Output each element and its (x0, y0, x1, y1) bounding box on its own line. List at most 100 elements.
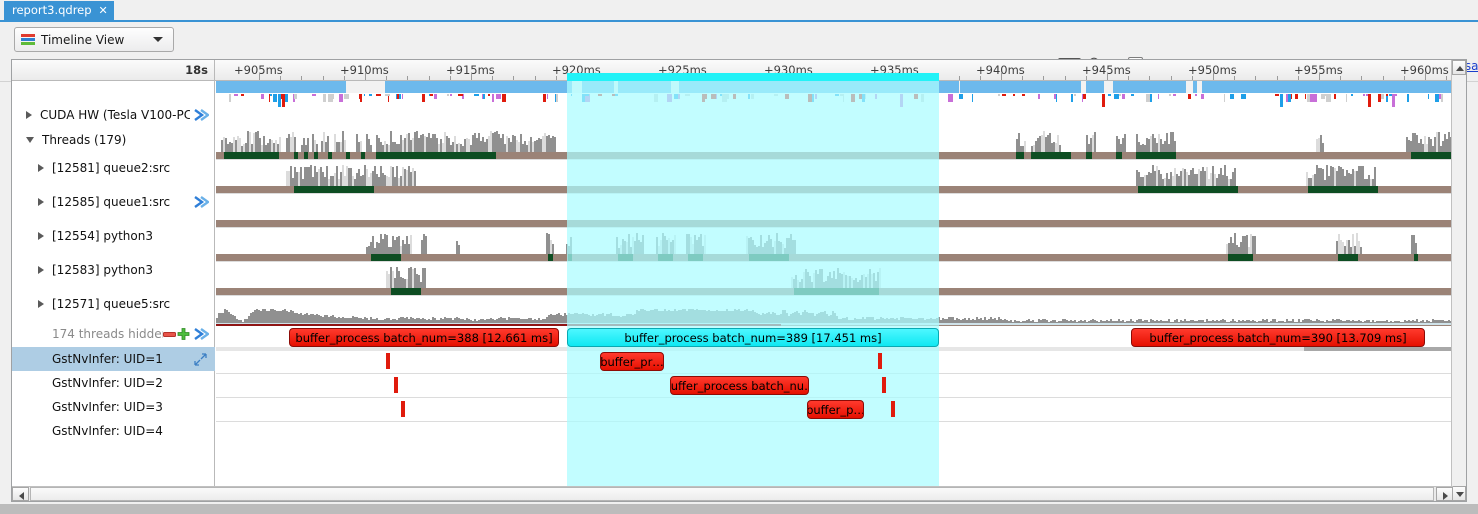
horizontal-scroll-thumb[interactable] (30, 487, 1434, 501)
nvtx-range[interactable]: buffer_pr… (600, 352, 664, 371)
thread-activity-bar (1018, 132, 1020, 152)
row-label-11[interactable]: GstNvInfer: UID=4 (12, 419, 215, 443)
expand-row-icon[interactable] (194, 352, 207, 366)
thread-activity-bar (420, 281, 422, 288)
hidden-threads-bar (1418, 321, 1420, 324)
expander-collapsed-icon[interactable] (26, 111, 32, 119)
thread-activity-bar (1368, 174, 1370, 186)
thread-activity-bar (470, 144, 472, 152)
hidden-threads-bar (1444, 320, 1446, 323)
expander-collapsed-icon[interactable] (38, 232, 44, 240)
jump-next-icon[interactable] (194, 108, 211, 122)
thread-activity-bar (398, 143, 400, 152)
view-selector[interactable]: Timeline View (14, 27, 174, 52)
horizontal-scrollbar[interactable] (12, 486, 1453, 501)
cuda-memory-marker (1147, 94, 1150, 102)
thread-activity-bar (374, 166, 376, 186)
cuda-memory-marker (385, 94, 391, 96)
hidden-threads-bar (1378, 321, 1380, 323)
thread-activity-bar (1342, 242, 1344, 254)
cuda-kernel-segment (1192, 81, 1198, 93)
hidden-threads-bar (390, 319, 392, 324)
hidden-threads-bar (260, 311, 262, 323)
hidden-threads-bar (1024, 320, 1026, 323)
hidden-threads-bar (292, 310, 294, 323)
timeline-tracks[interactable]: buffer_process batch_num=388 [12.661 ms]… (216, 81, 1453, 501)
chevron-down-icon[interactable] (153, 37, 163, 42)
hidden-threads-bar (1304, 319, 1306, 323)
row-label-2[interactable]: [12581] queue2:src (12, 151, 215, 185)
row-label-7[interactable]: 174 threads hidden… (12, 321, 215, 347)
thread-activity-bar (1250, 233, 1252, 254)
hidden-threads-bar (1132, 321, 1134, 323)
thread-activity-bar (472, 134, 474, 152)
expander-collapsed-icon[interactable] (38, 164, 44, 172)
thread-activity-bar (428, 132, 430, 152)
hidden-threads-bar (282, 310, 284, 323)
timeline-ruler[interactable]: 18s +905ms +910ms +915ms +920ms +925ms +930ms… (12, 60, 1466, 81)
nvtx-range[interactable]: buffer_process batch_nu… (670, 376, 809, 395)
nvtx-range[interactable]: buffer_process batch_num=388 [12.661 ms] (289, 328, 559, 347)
os-runtime-green (224, 152, 279, 159)
hidden-threads-bar (1296, 321, 1298, 323)
ruler-minor-tick (492, 76, 494, 80)
row-label-10[interactable]: GstNvInfer: UID=3 (12, 395, 215, 419)
nvtx-instant-marker (891, 401, 895, 417)
thread-activity-bar (1244, 236, 1246, 254)
nvtx-range[interactable]: buffer_process batch_num=390 [13.709 ms] (1131, 328, 1425, 347)
cuda-memory-marker (1406, 94, 1410, 102)
nvtx-range-label: buffer_process batch_nu… (670, 378, 809, 393)
scroll-left-button[interactable] (12, 487, 29, 501)
hidden-threads-bar (388, 318, 390, 323)
thread-activity-bar (290, 165, 292, 186)
expander-collapsed-icon[interactable] (38, 300, 44, 308)
row-label-5[interactable]: [12583] python3 (12, 253, 215, 287)
hidden-threads-bar (1440, 320, 1442, 323)
hidden-threads-bar (434, 317, 436, 323)
remove-icon[interactable] (163, 329, 176, 340)
hidden-threads-bar (1246, 320, 1248, 323)
expander-expanded-icon[interactable] (26, 137, 34, 143)
thread-activity-bar (1222, 175, 1224, 186)
hidden-threads-bar (496, 318, 498, 323)
cuda-memory-marker (811, 94, 814, 102)
cuda-memory-marker (344, 94, 349, 99)
cuda-memory-marker (997, 94, 1001, 96)
thread-activity-bar (532, 141, 534, 152)
uid1-sub-scroll-thumb[interactable] (1304, 347, 1453, 351)
thread-activity-bar (1090, 138, 1092, 152)
jump-next-icon[interactable] (194, 327, 211, 341)
row-label-3[interactable]: [12585] queue1:src (12, 185, 215, 219)
row-label-4[interactable]: [12554] python3 (12, 219, 215, 253)
cuda-memory-marker (312, 94, 317, 96)
close-icon[interactable]: ✕ (98, 4, 108, 17)
hidden-threads-bar (562, 315, 564, 323)
thread-activity-bar (440, 138, 442, 152)
row-label-8[interactable]: GstNvInfer: UID=1 (12, 347, 215, 371)
row-label-1[interactable]: Threads (179) (12, 129, 215, 151)
add-icon[interactable] (177, 327, 190, 341)
thread-activity-bar (1152, 133, 1154, 152)
thread-activity-bar (1188, 175, 1190, 186)
expander-collapsed-icon[interactable] (38, 198, 44, 206)
hidden-threads-bar (1370, 321, 1372, 323)
jump-next-icon[interactable] (194, 195, 211, 209)
scroll-right-button[interactable] (1436, 487, 1453, 501)
vertical-scrollbar[interactable] (1451, 60, 1466, 501)
row-label-9[interactable]: GstNvInfer: UID=2 (12, 371, 215, 395)
thread-activity-bar (336, 141, 338, 152)
row-label-0[interactable]: CUDA HW (Tesla V100-PCIE-32G (12, 101, 215, 129)
thread-activity-bar (360, 141, 362, 152)
scroll-down-button[interactable] (1452, 486, 1466, 501)
nvtx-range[interactable]: buffer_process batch_num=389 [17.451 ms] (567, 328, 939, 347)
nvtx-range[interactable]: buffer_p… (807, 400, 864, 419)
scroll-up-button[interactable] (1452, 60, 1466, 75)
thread-activity-bar (794, 239, 796, 254)
thread-activity-bar (1186, 172, 1188, 186)
tab-report3[interactable]: report3.qdrep ✕ (4, 1, 114, 20)
hidden-threads-bar (372, 318, 374, 323)
row-label-6[interactable]: [12571] queue5:src (12, 287, 215, 321)
thread-activity-bar (1039, 136, 1041, 152)
thread-activity-bar (1031, 145, 1033, 152)
expander-collapsed-icon[interactable] (38, 266, 44, 274)
